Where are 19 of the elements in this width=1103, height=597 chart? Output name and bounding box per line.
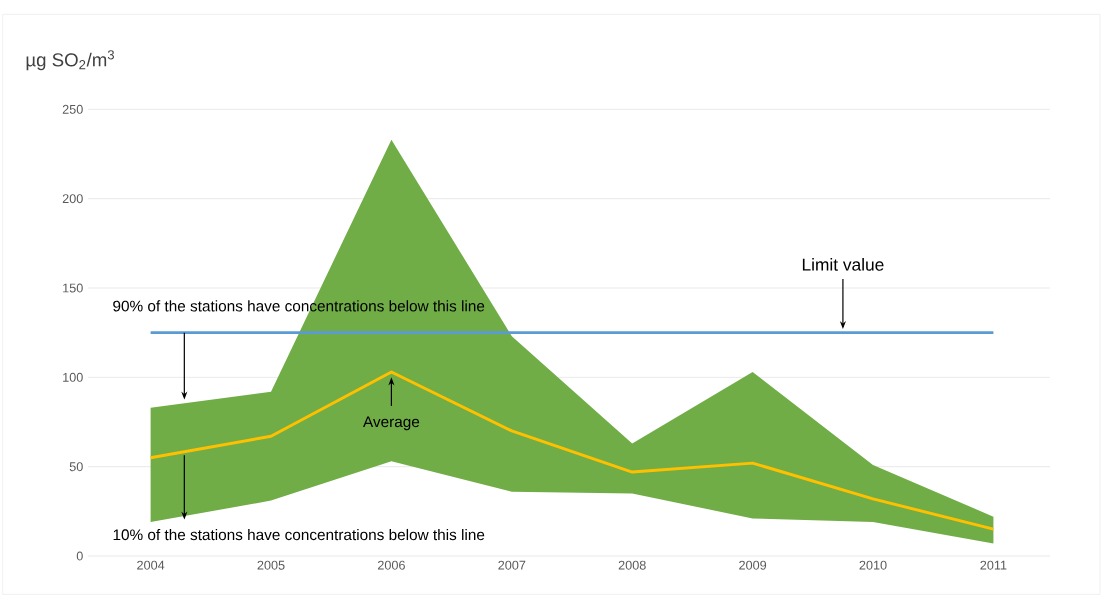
y-tick-label: 250 (62, 104, 83, 114)
ref-line-label: Limit value (802, 258, 884, 271)
x-tick-label: 2004 (137, 560, 165, 570)
y-tick-label: 50 (69, 462, 83, 472)
x-tick-label: 2008 (618, 560, 646, 570)
y-tick-label: 200 (62, 194, 83, 204)
y-tick-label: 0 (76, 551, 83, 561)
x-tick-label: 2010 (859, 560, 887, 570)
y-tick-label: 100 (63, 372, 83, 382)
y-tick-label: 150 (63, 283, 83, 293)
annotation: 10% of the stations have concentrations below this line (113, 528, 485, 541)
y-axis-title: µg SO$_{2}$/m$^{3}$ (26, 50, 115, 71)
annotation: Average (363, 416, 420, 431)
x-tick-label: 2011 (980, 560, 1007, 570)
x-tick-label: 2007 (498, 560, 526, 570)
x-tick-label: 2006 (377, 560, 405, 570)
line-series (149, 370, 995, 531)
x-tick-label: 2005 (257, 560, 285, 570)
x-tick-label: 2009 (739, 560, 767, 570)
